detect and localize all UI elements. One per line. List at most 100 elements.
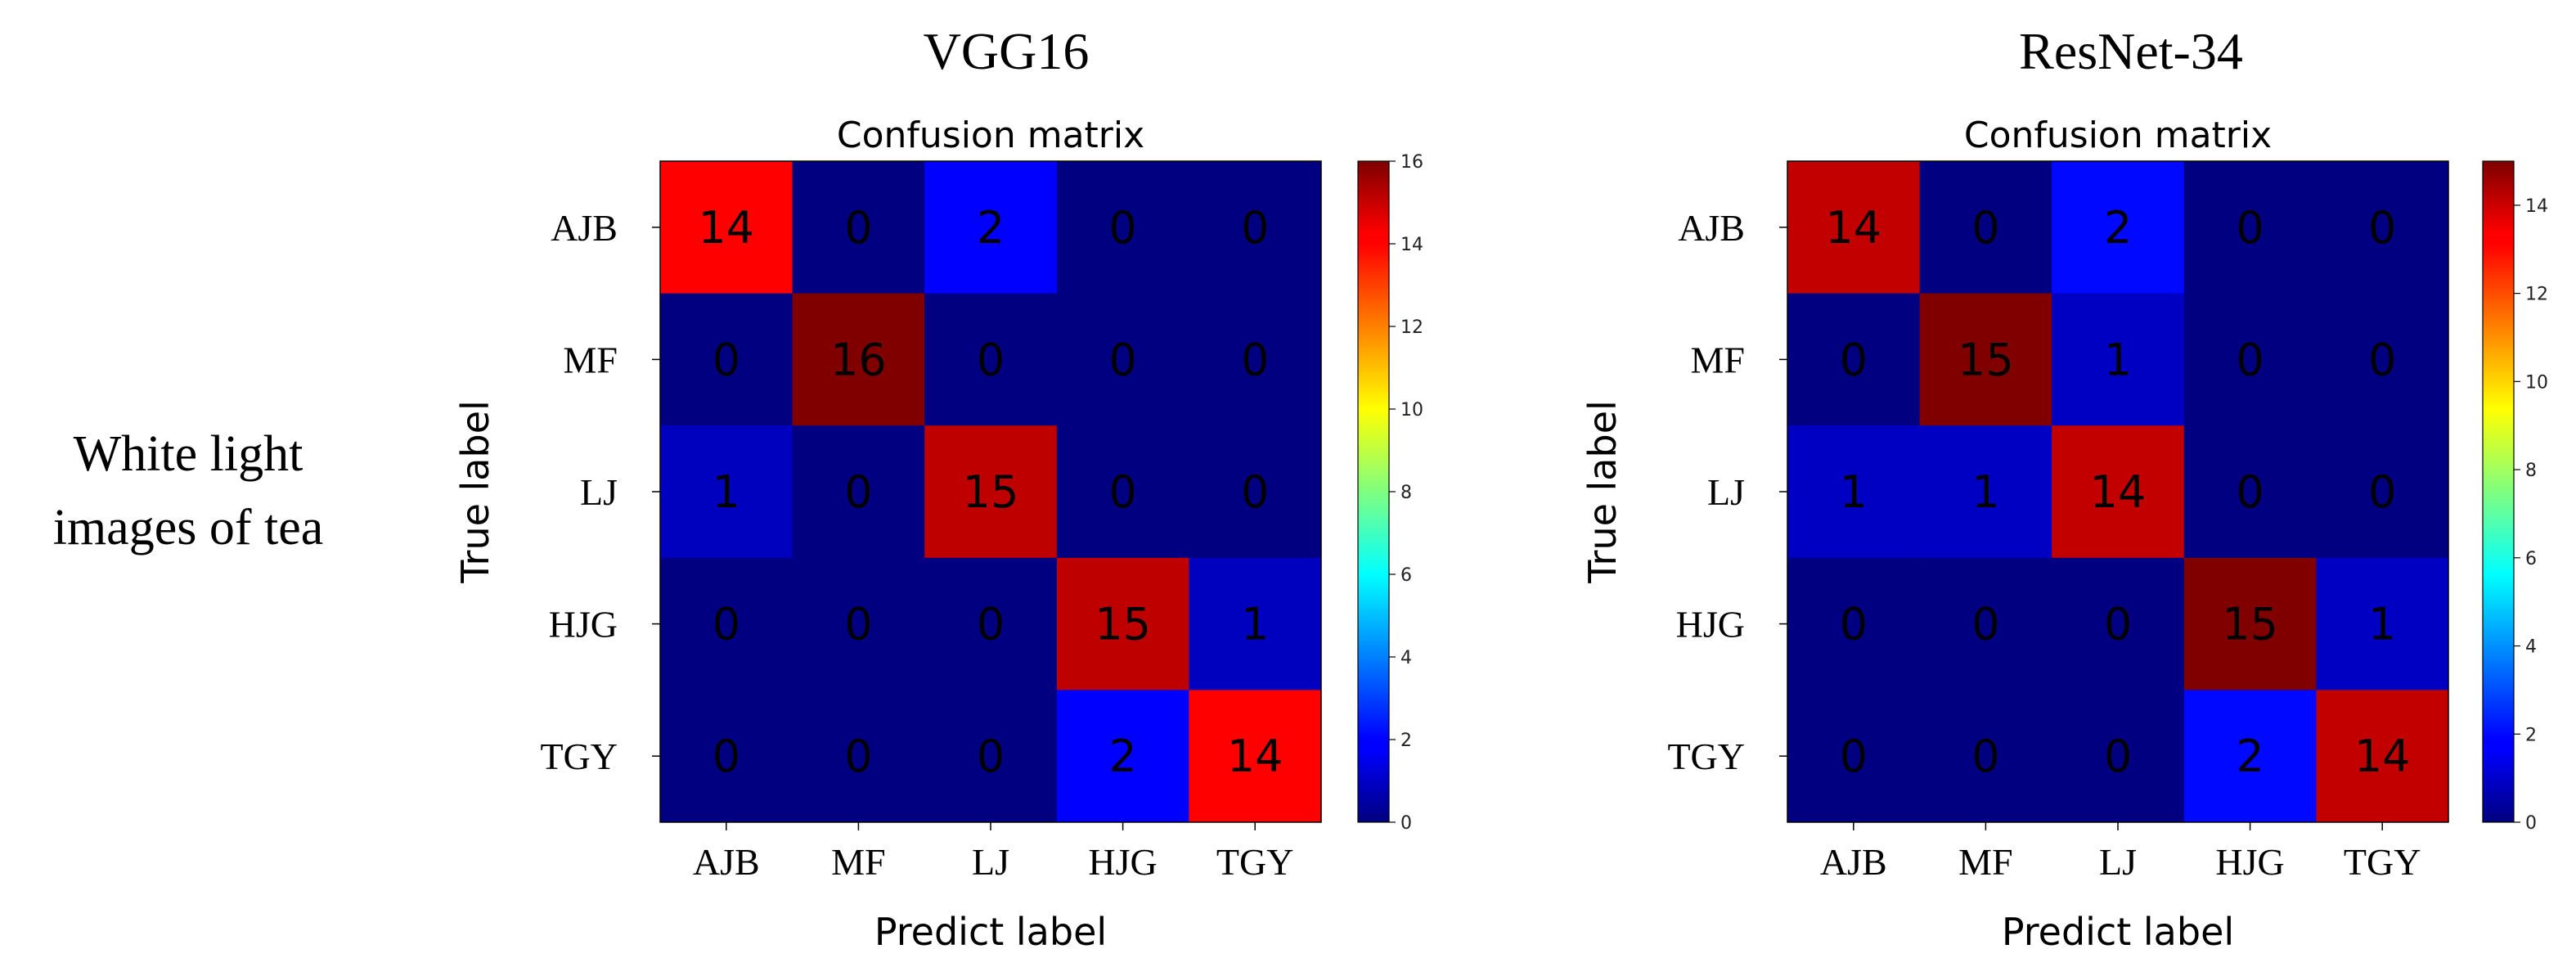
heatmap-cell — [2052, 690, 2185, 823]
colorbar-tick-label: 6 — [1400, 565, 1412, 586]
x-tick-label: LJ — [2099, 841, 2137, 883]
cell-value: 2 — [977, 202, 1005, 254]
cell-value: 0 — [1241, 202, 1269, 254]
x-tick-label: MF — [1958, 841, 2012, 883]
colorbar-tick-label: 0 — [1400, 813, 1412, 834]
cell-value: 0 — [2236, 466, 2264, 518]
cell-value: 15 — [2222, 599, 2278, 650]
cell-value: 0 — [1241, 466, 1269, 518]
cell-value: 0 — [2368, 466, 2396, 518]
chart-title: Confusion matrix — [837, 115, 1144, 156]
colorbar-tick-label: 8 — [2525, 461, 2537, 481]
cell-value: 0 — [844, 599, 872, 650]
heatmap-cell — [2316, 161, 2449, 295]
cell-value: 0 — [1971, 599, 1999, 650]
y-tick-label: AJB — [551, 207, 618, 249]
heatmap-cell — [1919, 557, 2052, 690]
heatmap-cell — [1919, 690, 2052, 823]
heatmap-cell — [2052, 161, 2185, 295]
cell-value: 0 — [2236, 202, 2264, 254]
cell-value: 0 — [977, 731, 1005, 782]
heatmap-cell — [792, 557, 925, 690]
x-tick-label: TGY — [2344, 841, 2421, 883]
colorbar-tick-label: 4 — [2525, 637, 2537, 658]
heatmap-cell — [2316, 293, 2449, 426]
heatmap-cell — [792, 161, 925, 295]
cell-value: 0 — [2368, 334, 2396, 385]
colorbar-tick-label: 2 — [2525, 725, 2537, 745]
y-tick-label: HJG — [549, 604, 618, 645]
x-tick-label: HJG — [2215, 841, 2284, 883]
heatmap-cell — [1787, 293, 1921, 426]
cell-value: 0 — [1971, 202, 1999, 254]
cell-value: 2 — [2236, 731, 2264, 782]
x-axis-label: Predict label — [2002, 910, 2234, 954]
heatmap-cell — [1056, 161, 1189, 295]
cell-value: 14 — [2354, 731, 2411, 782]
cell-value: 0 — [713, 731, 740, 782]
model-title: ResNet-34 — [2019, 22, 2243, 80]
cell-value: 0 — [1241, 334, 1269, 385]
heatmap-cell — [2183, 690, 2317, 823]
colorbar-tick-label: 0 — [2525, 813, 2537, 834]
colorbar — [2482, 160, 2515, 823]
row-label-line-2: images of tea — [53, 500, 324, 555]
y-tick-label: MF — [564, 339, 618, 380]
heatmap-cell — [792, 425, 925, 559]
chart-title: Confusion matrix — [1964, 115, 2272, 156]
heatmap-cell — [1056, 293, 1189, 426]
y-tick-label: TGY — [540, 735, 618, 777]
cell-value: 0 — [2236, 334, 2264, 385]
cell-value: 15 — [1095, 599, 1151, 650]
heatmap-cell — [660, 293, 793, 426]
cell-value: 2 — [1108, 731, 1136, 782]
y-tick-label: LJ — [1707, 471, 1745, 513]
heatmap-cell — [792, 690, 925, 823]
cell-value: 1 — [2104, 334, 2132, 385]
cell-value: 1 — [1840, 466, 1868, 518]
heatmap-cell — [2316, 557, 2449, 690]
heatmap-cell — [2183, 161, 2317, 295]
heatmap-cell — [924, 293, 1058, 426]
heatmap-cell — [2052, 557, 2185, 690]
cell-value: 14 — [1227, 731, 1284, 782]
heatmap-cell — [1189, 425, 1322, 559]
model-title: VGG16 — [924, 22, 1090, 80]
y-axis-label: True label — [453, 400, 497, 584]
cell-value: 2 — [2104, 202, 2132, 254]
x-tick-label: LJ — [972, 841, 1009, 883]
heatmap-cell — [924, 161, 1058, 295]
x-tick-label: AJB — [693, 841, 760, 883]
heatmap-cell — [2052, 425, 2185, 559]
cell-value: 0 — [977, 599, 1005, 650]
heatmap-cell — [2183, 557, 2317, 690]
heatmap-cell — [660, 425, 793, 559]
cell-value: 1 — [1971, 466, 1999, 518]
heatmap-cell — [924, 425, 1058, 559]
heatmap-cell — [792, 293, 925, 426]
cell-value: 1 — [1241, 599, 1269, 650]
heatmap-cell — [1056, 690, 1189, 823]
cell-value: 0 — [1108, 202, 1136, 254]
colorbar-tick-label: 12 — [1400, 317, 1423, 338]
heatmap-cell — [2052, 293, 2185, 426]
heatmap-cell — [660, 161, 793, 295]
heatmap-cell — [2316, 425, 2449, 559]
heatmap-cell — [1919, 161, 2052, 295]
x-tick-label: MF — [831, 841, 885, 883]
colorbar-tick-label: 14 — [1400, 235, 1423, 255]
cell-value: 0 — [1840, 599, 1868, 650]
x-tick-label: TGY — [1216, 841, 1294, 883]
heatmap-cell — [1189, 690, 1322, 823]
colorbar-tick-label: 10 — [1400, 400, 1423, 421]
heatmap-cell — [1189, 161, 1322, 295]
y-axis-label: True label — [1580, 400, 1625, 584]
colorbar-tick-label: 10 — [2525, 372, 2548, 393]
heatmap-cell — [924, 557, 1058, 690]
y-tick-label: AJB — [1678, 207, 1745, 249]
heatmap-cell — [1919, 425, 2052, 559]
cell-value: 0 — [2104, 599, 2132, 650]
y-tick-label: TGY — [1667, 735, 1745, 777]
cell-value: 0 — [2368, 202, 2396, 254]
